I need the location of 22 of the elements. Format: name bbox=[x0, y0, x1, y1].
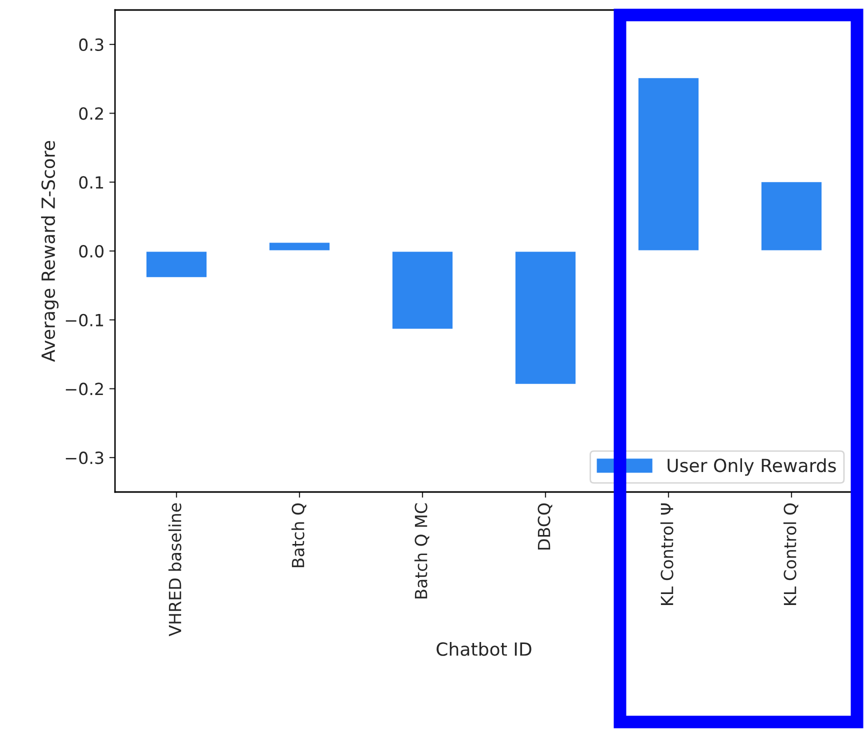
x-tick-label: Batch Q bbox=[291, 503, 306, 568]
bar bbox=[514, 250, 577, 386]
y-tick-label: −0.3 bbox=[66, 452, 104, 464]
y-tick-label: 0.2 bbox=[79, 107, 103, 120]
bar bbox=[760, 180, 823, 252]
bar bbox=[391, 250, 454, 330]
x-tick-label: VHRED baseline bbox=[168, 503, 182, 636]
x-tick-label: KL Control Q bbox=[783, 503, 798, 605]
x-tick-label: KL Control Ψ bbox=[660, 503, 674, 605]
y-tick-label: −0.2 bbox=[66, 382, 103, 396]
y-tick-label: 0.0 bbox=[79, 244, 104, 258]
legend-label: User Only Rewards bbox=[668, 458, 836, 476]
x-tick-label: DBCQ bbox=[538, 503, 552, 550]
y-tick-label: −0.1 bbox=[66, 314, 104, 326]
y-tick-label: 0.1 bbox=[79, 176, 104, 189]
y-tick-label: 0.3 bbox=[79, 38, 104, 51]
bar bbox=[145, 250, 208, 279]
y-axis-title: Average Reward Z-Score bbox=[41, 140, 59, 362]
x-tick-label: Batch Q MC bbox=[414, 503, 430, 598]
x-axis-title: Chatbot ID bbox=[436, 642, 532, 656]
bar bbox=[637, 76, 700, 252]
bar bbox=[268, 241, 331, 252]
